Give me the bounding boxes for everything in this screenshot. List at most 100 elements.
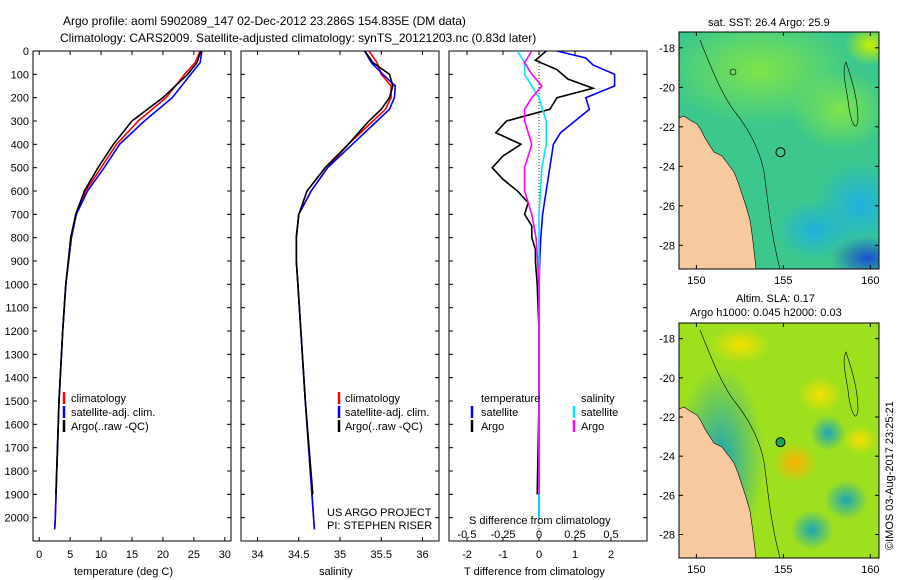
sla-argo-position-marker bbox=[775, 437, 786, 448]
depth-tick-label: 1900 bbox=[5, 489, 29, 501]
series-line-climatology bbox=[53, 51, 201, 530]
depth-tick-label: 1600 bbox=[5, 419, 29, 431]
sst-cool-patch bbox=[775, 200, 855, 260]
sla-map-frame bbox=[678, 322, 880, 559]
figure-title-line1: Argo profile: aoml 5902089_147 02-Dec-20… bbox=[63, 14, 466, 28]
x-tick-label: 0 bbox=[536, 549, 542, 561]
x-tick-label: 30 bbox=[219, 549, 231, 561]
x-tick-label: 15 bbox=[126, 549, 138, 561]
depth-tick-label: 1500 bbox=[5, 396, 29, 408]
series-line-satellite-adj-clim bbox=[295, 51, 397, 530]
lat-tick-label: -28 bbox=[659, 530, 675, 542]
pi-annotation: PI: STEPHEN RISER bbox=[327, 520, 432, 532]
lat-tick-label: -28 bbox=[659, 240, 675, 252]
depth-tick-label: 1000 bbox=[5, 279, 29, 291]
series-line-s-argo bbox=[523, 51, 543, 495]
sla-map-title-line1: Altim. SLA: 0.17 bbox=[736, 293, 815, 305]
depth-tick-label: 200 bbox=[11, 93, 29, 105]
sla-land bbox=[679, 406, 757, 558]
x-tick-label: 2 bbox=[608, 549, 614, 561]
depth-tick-label: 1400 bbox=[5, 373, 29, 385]
legend-label-argo: Argo(..raw -QC) bbox=[71, 421, 149, 433]
depth-tick-label: 0 bbox=[23, 46, 29, 58]
depth-tick-label: 1300 bbox=[5, 349, 29, 361]
depth-tick-label: 100 bbox=[11, 69, 29, 81]
sla-map-axes: 150 155 160 -18 -20 -22 -24 -26 -28 bbox=[659, 323, 879, 576]
depth-tick-label: 800 bbox=[11, 233, 29, 245]
sla-high-patch bbox=[798, 377, 842, 413]
temperature-series bbox=[53, 51, 203, 530]
legend-title-temperature: temperature bbox=[481, 393, 540, 405]
lon-tick-label: 160 bbox=[861, 564, 879, 576]
depth-tick-label: 300 bbox=[11, 116, 29, 128]
x-tick-label: 34 bbox=[251, 549, 263, 561]
temperature-x-axis: 0 5 10 15 20 25 30 bbox=[36, 51, 231, 561]
x-tick-label: 35.5 bbox=[371, 549, 392, 561]
x-tick-label: 35 bbox=[334, 549, 346, 561]
x-tick-label: -1 bbox=[498, 549, 508, 561]
s-diff-tick-label: -0.5 bbox=[458, 529, 477, 541]
x-tick-label: 10 bbox=[95, 549, 107, 561]
lat-tick-label: -18 bbox=[659, 334, 675, 346]
legend-label-climatology: climatology bbox=[345, 393, 401, 405]
depth-tick-label: 1800 bbox=[5, 466, 29, 478]
sst-land bbox=[679, 115, 757, 269]
sst-map-frame bbox=[678, 31, 880, 270]
lat-tick-label: -20 bbox=[659, 82, 675, 94]
t-difference-axis-label: T difference from climatology bbox=[464, 566, 605, 578]
depth-tick-label: 400 bbox=[11, 139, 29, 151]
sla-high-patch bbox=[773, 443, 817, 483]
depth-tick-label: 1100 bbox=[5, 303, 29, 315]
depth-tick-label: 1700 bbox=[5, 443, 29, 455]
x-tick-label: 1 bbox=[572, 549, 578, 561]
series-line-t-satellite bbox=[538, 51, 616, 518]
lon-tick-label: 160 bbox=[861, 275, 879, 287]
depth-tick-label: 700 bbox=[11, 209, 29, 221]
salinity-series bbox=[295, 51, 397, 530]
sst-cold-patch bbox=[830, 236, 879, 269]
s-diff-tick-label: 0.25 bbox=[564, 529, 585, 541]
sst-small-island bbox=[729, 68, 737, 76]
sla-contour bbox=[699, 329, 781, 558]
sla-high-patch bbox=[710, 327, 770, 363]
legend-label-climatology: climatology bbox=[71, 393, 127, 405]
salinity-axis-label: salinity bbox=[319, 566, 353, 578]
lat-tick-label: -20 bbox=[659, 373, 675, 385]
sla-map bbox=[679, 323, 879, 558]
sla-contour bbox=[843, 351, 859, 417]
series-line-argo-raw-qc bbox=[55, 51, 202, 495]
lat-tick-label: -22 bbox=[659, 122, 675, 134]
lon-tick-label: 150 bbox=[687, 275, 705, 287]
sst-map-axes: 150 155 160 -18 -20 -22 -24 -26 -28 bbox=[659, 32, 879, 287]
depth-axis: 0 100 200 300 400 500 600 700 800 900 1000 1100 1200… bbox=[5, 46, 647, 525]
x-tick-label: 20 bbox=[157, 549, 169, 561]
temperature-axis-label: temperature (deg C) bbox=[74, 566, 173, 578]
lat-tick-label: -18 bbox=[659, 43, 675, 55]
legend-label-s-satellite: satellite bbox=[581, 407, 618, 419]
salinity-x-axis: 34 34.5 35 35.5 36 bbox=[251, 51, 429, 561]
lon-tick-label: 155 bbox=[774, 564, 792, 576]
sst-argo-position-marker bbox=[775, 147, 786, 158]
sla-low-patch bbox=[810, 415, 846, 451]
lat-tick-label: -26 bbox=[659, 201, 675, 213]
lat-tick-label: -26 bbox=[659, 490, 675, 502]
x-tick-label: 36 bbox=[416, 549, 428, 561]
series-line-argo-raw-qc bbox=[295, 51, 394, 495]
sst-contour bbox=[843, 61, 859, 127]
x-tick-label: 25 bbox=[188, 549, 200, 561]
x-tick-label: 0 bbox=[36, 549, 42, 561]
x-tick-label: -2 bbox=[462, 549, 472, 561]
sla-map-title-line2: Argo h1000: 0.045 h2000: 0.03 bbox=[690, 307, 842, 319]
depth-tick-label: 2000 bbox=[5, 513, 29, 525]
depth-tick-label: 1200 bbox=[5, 326, 29, 338]
s-diff-tick-label: -0.25 bbox=[490, 529, 515, 541]
s-diff-tick-label: 0.5 bbox=[603, 529, 618, 541]
sla-high-patch bbox=[842, 426, 878, 454]
legend-label-s-argo: Argo bbox=[581, 421, 604, 433]
lat-tick-label: -22 bbox=[659, 412, 675, 424]
lat-tick-label: -24 bbox=[659, 451, 675, 463]
imos-credit: ©IMOS 03-Aug-2017 23:25:21 bbox=[884, 401, 896, 550]
sst-contour bbox=[699, 39, 781, 269]
series-line-satellite-adj-clim bbox=[53, 51, 203, 530]
